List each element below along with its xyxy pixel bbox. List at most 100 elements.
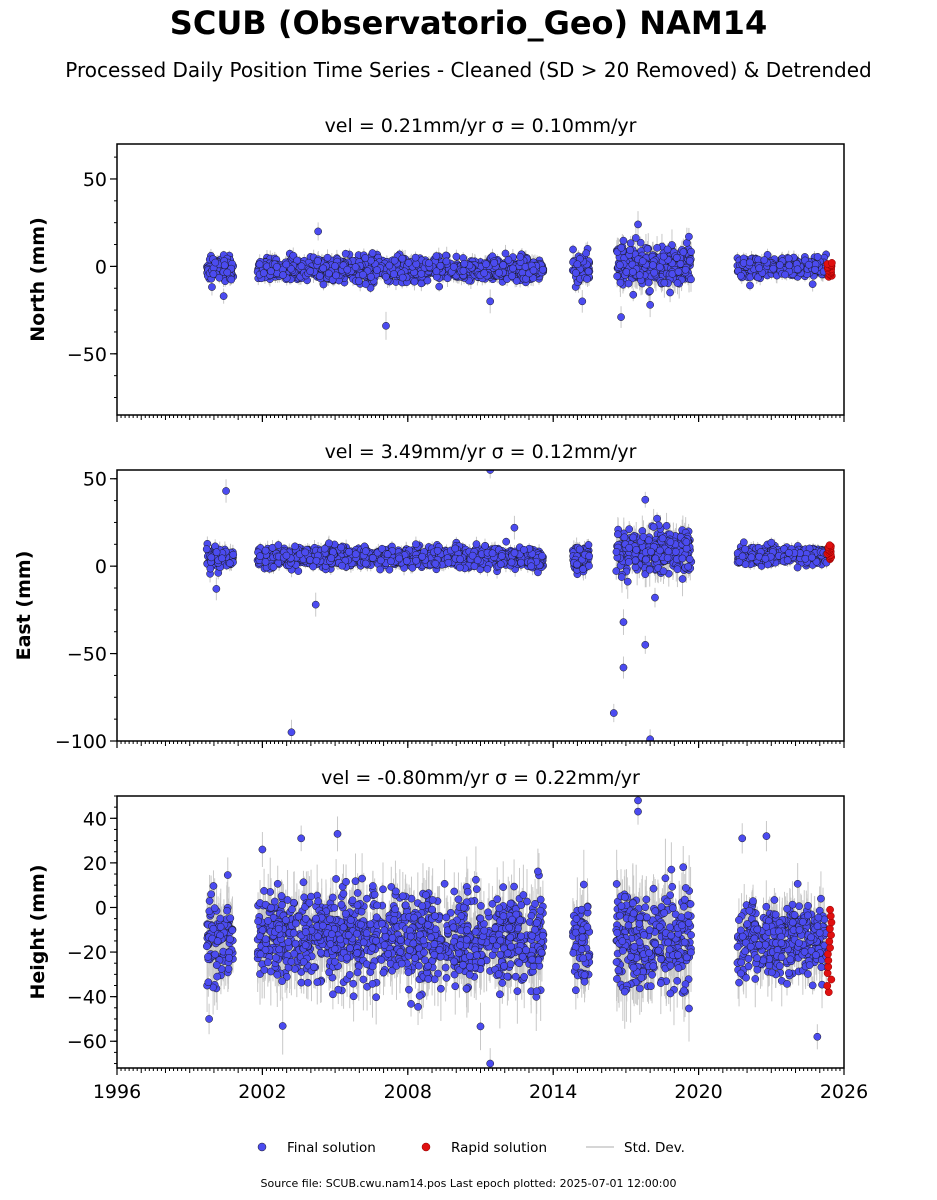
final-point [306, 267, 315, 276]
final-point [643, 245, 652, 253]
final-point [616, 278, 625, 287]
final-point [255, 260, 264, 269]
final-point [613, 272, 621, 281]
final-point [435, 282, 444, 291]
final-point [776, 261, 784, 269]
final-point [653, 244, 661, 252]
final-point [746, 258, 754, 267]
final-point [673, 279, 682, 287]
panel-title: vel = 0.21mm/yr σ = 0.10mm/yr [325, 115, 637, 137]
final-point [279, 271, 287, 279]
final-point [367, 272, 375, 281]
final-point [331, 262, 339, 270]
final-point [636, 238, 645, 247]
final-point [436, 261, 445, 270]
final-point [223, 268, 232, 277]
final-point [417, 269, 426, 278]
final-solution-points [203, 220, 831, 330]
final-point [449, 263, 458, 271]
final-point [423, 276, 432, 285]
final-point [486, 297, 495, 306]
final-point [663, 245, 672, 254]
final-point [582, 249, 590, 258]
final-point [685, 232, 693, 241]
final-point [635, 271, 644, 279]
final-point [410, 277, 419, 286]
final-point [644, 278, 653, 287]
final-point [622, 268, 631, 276]
final-point [315, 272, 324, 280]
final-point [578, 297, 587, 306]
final-point [624, 279, 633, 288]
final-point [325, 269, 333, 278]
final-point [319, 264, 328, 273]
final-point [504, 256, 513, 264]
final-point [512, 277, 521, 285]
final-point [209, 270, 218, 278]
final-point [343, 265, 352, 274]
final-point [646, 287, 654, 295]
final-point [282, 260, 291, 269]
final-point [509, 264, 517, 273]
final-point [760, 256, 769, 264]
final-point [480, 269, 489, 277]
final-point [583, 275, 591, 283]
final-point [808, 280, 817, 288]
final-point [404, 258, 413, 267]
final-point [656, 263, 664, 272]
final-point [681, 265, 690, 274]
final-point [390, 256, 399, 265]
final-point [501, 249, 510, 258]
final-point [746, 281, 754, 290]
final-point [323, 253, 332, 262]
y-tick-label: −50 [67, 344, 107, 366]
y-tick-label: 50 [83, 169, 107, 191]
y-ticks: −50 0 50 [67, 156, 117, 399]
final-point [351, 263, 360, 271]
final-point [685, 256, 694, 265]
final-point [490, 259, 499, 267]
final-point [267, 267, 275, 276]
final-point [211, 258, 220, 267]
final-point [755, 264, 764, 273]
final-point [220, 261, 229, 270]
final-point [361, 280, 370, 288]
final-point [649, 261, 657, 269]
final-point [368, 249, 377, 257]
final-point [382, 321, 390, 330]
final-point [452, 252, 461, 261]
final-point [354, 277, 363, 286]
final-point [737, 271, 745, 280]
final-point [650, 268, 659, 277]
final-point [382, 272, 390, 281]
final-point [314, 227, 322, 236]
final-point [769, 264, 778, 273]
final-point [460, 259, 469, 268]
final-point [499, 261, 508, 269]
final-point [432, 267, 441, 276]
rapid-solution-points [823, 259, 836, 281]
final-point [495, 268, 503, 277]
x-ticks [116, 415, 845, 422]
final-point [313, 257, 322, 265]
final-point [297, 262, 306, 271]
final-point [432, 252, 441, 260]
final-point [373, 266, 381, 274]
final-point [672, 253, 681, 262]
final-point [332, 271, 340, 280]
final-point [617, 243, 626, 252]
final-point [813, 252, 822, 261]
final-point [529, 266, 538, 275]
final-point [628, 268, 637, 276]
y-tick-label: 0 [95, 256, 107, 278]
final-point [215, 273, 224, 282]
final-point [679, 248, 688, 256]
final-point [634, 220, 642, 229]
final-point [660, 279, 669, 287]
final-point [573, 260, 582, 269]
final-point [793, 265, 802, 274]
final-point [361, 254, 370, 262]
final-point [459, 266, 468, 275]
final-point [508, 272, 516, 280]
